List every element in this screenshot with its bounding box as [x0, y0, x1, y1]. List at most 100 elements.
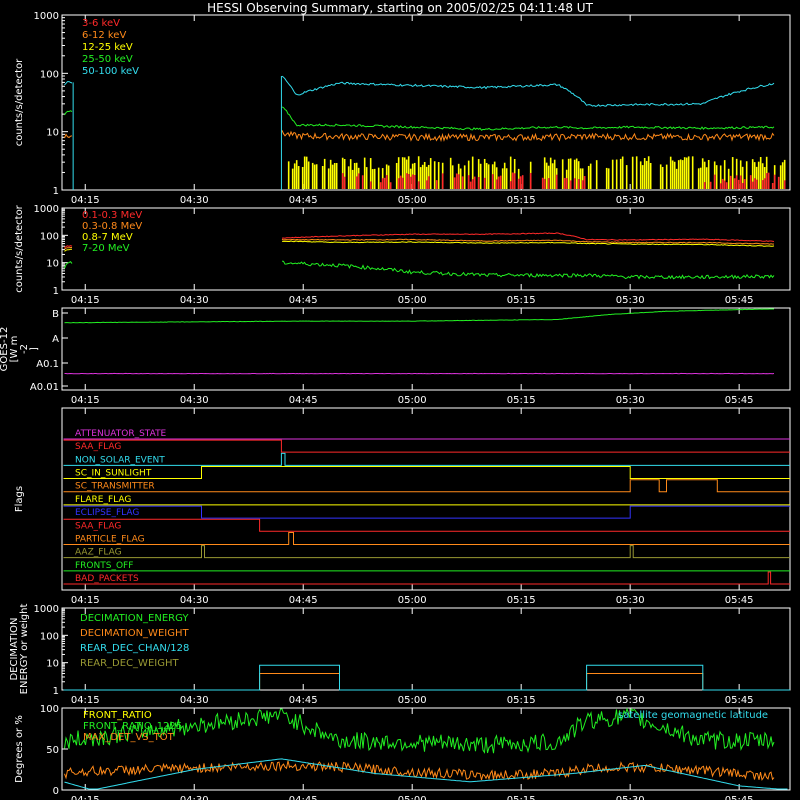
decimation-ylabel: ENERGY or weight: [19, 604, 30, 695]
gamma-xtick-label: 05:45: [725, 295, 754, 306]
ratios-ytick-label: 100: [40, 704, 59, 715]
gamma-xtick-label: 05:15: [507, 295, 536, 306]
goes-ytick-label: A0.01: [30, 382, 59, 393]
gamma-legend-0-3-0-8-mev: 0.3-0.8 MeV: [82, 221, 142, 232]
decimation-xtick-label: 05:45: [725, 695, 754, 706]
series-goes-long: [64, 308, 774, 324]
flag-label-flare-flag: FLARE_FLAG: [75, 495, 131, 505]
decimation-xtick-label: 05:00: [398, 695, 427, 706]
flags-xtick-label: 05:45: [725, 595, 754, 606]
corona-ylabel: counts/s/detector: [14, 58, 25, 146]
ratios-xtick-label: 05:15: [507, 795, 536, 800]
series-rear-dec-chan-128: [63, 664, 790, 691]
ratios-ylabel: Degrees or %: [14, 715, 25, 783]
goes-xtick-label: 05:15: [507, 395, 536, 406]
flags-xtick-label: 04:15: [71, 595, 100, 606]
series-satellite-geomagnetic-latitude: [64, 758, 788, 790]
flags-ylabel: Flags: [14, 486, 25, 512]
flag-trace-saa-flag: [63, 518, 790, 532]
flag-trace-saa-flag: [63, 439, 790, 453]
flags-xtick-label: 04:45: [289, 595, 318, 606]
decimation-xtick-label: 04:45: [289, 695, 318, 706]
corona-xtick-label: 05:00: [398, 195, 427, 206]
goes-xtick-label: 05:00: [398, 395, 427, 406]
decimation-legend-decimation-energy: DECIMATION_ENERGY: [80, 613, 189, 624]
flag-label-attenuator-state: ATTENUATOR_STATE: [75, 429, 167, 439]
flag-trace-aaz-flag: [63, 545, 790, 559]
ratios-legend-geomagnetic-latitude: satellite geomagnetic latitude: [618, 710, 768, 721]
goes-xtick-label: 05:45: [725, 395, 754, 406]
flag-label-fronts-off: FRONTS_OFF: [75, 561, 133, 571]
goes-ylabel: -2: [19, 344, 30, 354]
corona-xtick-label: 05:45: [725, 195, 754, 206]
flag-label-sc-transmitter: SC_TRANSMITTER: [75, 482, 155, 492]
flag-label-eclipse-flag: ECLIPSE_FLAG: [75, 508, 139, 518]
ratios-ytick-label: 0: [53, 786, 59, 797]
flags-panel: 04:15 04:30 04:45 05:00 05:15 05:30 05:45 Flags…: [14, 407, 791, 606]
series-0-1-0-3-mev: [64, 232, 775, 249]
gamma-legend-0-1-0-3-mev: 0.1-0.3 MeV: [82, 210, 142, 221]
decimation-ytick-label: 10: [46, 659, 59, 670]
ratios-ytick-label: 50: [46, 745, 59, 756]
gamma-ytick-label: 1: [53, 286, 59, 297]
corona-ytick-label: 1: [53, 186, 59, 197]
goes-ylabel: GOES-12: [0, 327, 10, 372]
corona-xtick-label: 05:30: [616, 195, 645, 206]
ratios-xtick-label: 04:45: [289, 795, 318, 800]
flag-label-aaz-flag: AAZ_FLAG: [75, 548, 122, 558]
ratios-xtick-label: 05:30: [616, 795, 645, 800]
decimation-panel: 04:15 04:30 04:45 05:00 05:15 05:30 05:45 1 10 10…: [9, 604, 791, 706]
flag-trace-sc-transmitter: [63, 479, 790, 493]
ratios-xtick-label: 05:00: [398, 795, 427, 800]
series-decimation-weight: [63, 673, 790, 691]
gamma-frame: [61, 207, 791, 291]
corona-xtick-label: 04:15: [71, 195, 100, 206]
goes-xtick-label: 04:45: [289, 395, 318, 406]
corona-xtick-label: 05:15: [507, 195, 536, 206]
goes-ylabel: ]: [29, 347, 40, 351]
gamma-legend-0-8-7-mev: 0.8-7 MeV: [82, 232, 133, 243]
corona-ytick-label: 100: [40, 69, 59, 80]
decimation-ylabel: DECIMATION: [9, 617, 20, 680]
goes-frame: [61, 307, 791, 391]
corona-xtick-label: 04:45: [289, 195, 318, 206]
flag-trace-bad-packets: [63, 571, 790, 585]
decimation-xtick-label: 04:30: [180, 695, 209, 706]
decimation-ytick-label: 100: [40, 631, 59, 642]
corona-legend-3-6-kev: 3-6 keV: [82, 18, 120, 29]
series-25-50-kev: [64, 106, 775, 131]
corona-xtick-label: 04:30: [180, 195, 209, 206]
flags-xtick-label: 04:30: [180, 595, 209, 606]
gamma-xtick-label: 04:15: [71, 295, 100, 306]
flags-xtick-label: 05:30: [616, 595, 645, 606]
ratios-legend-max-det-vs-tot: MAX_DET_VS_TOT: [83, 732, 175, 743]
ratios-xtick-label: 04:30: [180, 795, 209, 800]
series-6-12-kev: [64, 130, 775, 143]
ratios-xtick-label: 05:45: [725, 795, 754, 800]
flag-label-particle-flag: PARTICLE_FLAG: [75, 534, 145, 544]
gamma-ytick-label: 100: [40, 231, 59, 242]
ratios-panel: 04:15 04:30 04:45 05:00 05:15 05:30 05:45 Degre…: [14, 704, 791, 800]
corona-frame: [61, 14, 791, 191]
corona-ytick-label: 10: [46, 128, 59, 139]
ratios-legend-front-ratio-1225: FRONT_RATIO_1225: [83, 721, 182, 732]
flag-trace-particle-flag: [63, 531, 790, 545]
goes-xtick-label: 04:15: [71, 395, 100, 406]
flag-label-non-solar-event: NON_SOLAR_EVENT: [75, 455, 165, 465]
goes-ytick-label: A: [52, 334, 59, 345]
flag-label-saa-flag: SAA_FLAG: [75, 521, 121, 531]
gamma-ytick-label: 10: [46, 259, 59, 270]
flag-label-bad-packets: BAD_PACKETS: [75, 574, 139, 584]
gamma-legend-7-20-mev: 7-20 MeV: [82, 243, 130, 254]
goes-ylabel: [W m: [9, 336, 20, 363]
decimation-xtick-label: 04:15: [71, 695, 100, 706]
decimation-legend-decimation-weight: DECIMATION_WEIGHT: [80, 628, 189, 639]
series-7-20-mev: [64, 260, 775, 280]
flag-trace-non-solar-event: [63, 452, 790, 466]
gamma-ylabel: counts/s/detector: [14, 204, 25, 292]
series-max-det-vs-tot: [64, 760, 775, 781]
flag-label-saa-flag: SAA_FLAG: [75, 442, 121, 452]
goes-ytick-label: B: [52, 309, 59, 320]
goes-panel: 04:15 04:30 04:45 05:00 05:15 05:30 05:45 GOES-…: [0, 307, 791, 406]
